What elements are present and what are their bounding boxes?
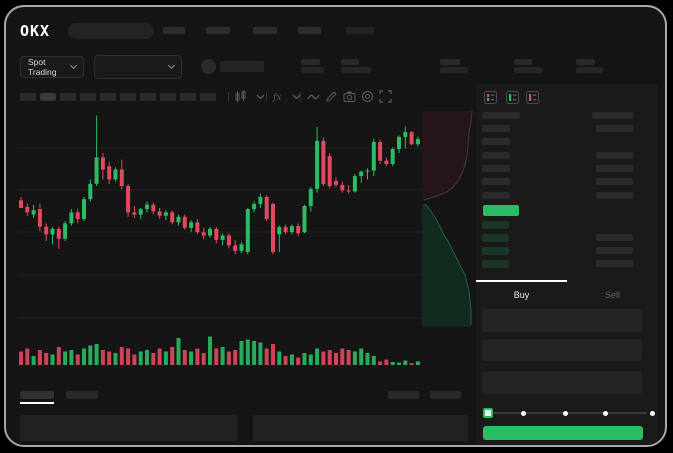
ask-price-placeholder[interactable]: [482, 152, 510, 159]
ask-amount-placeholder[interactable]: [596, 152, 633, 159]
slider-handle[interactable]: [483, 408, 493, 418]
timeframe-chip[interactable]: [100, 93, 116, 101]
bid-price-placeholder[interactable]: [482, 260, 509, 268]
ask-price-placeholder[interactable]: [482, 138, 510, 145]
toolbar-divider: [266, 92, 267, 102]
stat-label-placeholder: [514, 59, 532, 65]
book-bids-only-icon[interactable]: [506, 91, 519, 104]
timeframe-chip[interactable]: [60, 93, 76, 101]
candlestick-type-icon[interactable]: [234, 90, 247, 103]
timeframe-chip[interactable]: [140, 93, 156, 101]
svg-text:fx: fx: [272, 93, 281, 103]
timeframe-chip[interactable]: [80, 93, 96, 101]
draw-pencil-icon[interactable]: [325, 90, 338, 103]
market-type-label: Spot Trading: [28, 57, 57, 77]
ask-price-placeholder[interactable]: [482, 165, 510, 172]
orders-row-placeholder: [253, 415, 468, 441]
ask-amount-placeholder[interactable]: [596, 165, 633, 172]
timeframe-chip[interactable]: [120, 93, 136, 101]
orders-control[interactable]: [388, 391, 419, 399]
okx-logo: OKX: [20, 22, 51, 40]
ask-amount-placeholder[interactable]: [596, 178, 633, 185]
book-combined-icon[interactable]: [484, 91, 497, 104]
volume-chart: [18, 335, 422, 365]
stat-value-placeholder: [301, 67, 324, 73]
orders-control[interactable]: [430, 391, 461, 399]
buy-submit-button[interactable]: [483, 426, 643, 440]
fullscreen-expand-icon[interactable]: [379, 90, 392, 103]
slider-dot[interactable]: [521, 410, 526, 416]
chevron-down-icon: [167, 61, 176, 70]
order-input-2[interactable]: [482, 371, 642, 394]
timeframe-chip[interactable]: [200, 93, 216, 101]
last-price-placeholder: [220, 61, 264, 72]
stat-value-placeholder: [341, 67, 371, 73]
toolbar-divider: [300, 92, 301, 102]
ob-amount-header: [592, 112, 633, 119]
toolbar-divider: [228, 92, 229, 102]
bid-price-placeholder[interactable]: [482, 247, 509, 255]
stat-label-placeholder: [341, 59, 359, 65]
timeframe-chip[interactable]: [160, 93, 176, 101]
topbar-right-item[interactable]: [346, 27, 374, 34]
chart-settings-icon[interactable]: [361, 90, 374, 103]
stat-value-placeholder: [514, 67, 543, 73]
stat-label-placeholder: [576, 59, 595, 65]
coin-icon: [201, 59, 216, 74]
timeframe-chip[interactable]: [20, 93, 36, 101]
ob-price-header: [482, 112, 520, 119]
chevron-down-icon: [69, 61, 78, 70]
bid-amount-placeholder[interactable]: [596, 260, 633, 267]
stat-label-placeholder: [440, 59, 460, 65]
timeframe-chip[interactable]: [40, 93, 56, 101]
ask-amount-placeholder[interactable]: [596, 192, 633, 199]
timeframe-chip[interactable]: [180, 93, 196, 101]
slider-dot[interactable]: [650, 410, 655, 416]
orderbook-panel: Buy Sell: [476, 84, 658, 445]
market-type-dropdown[interactable]: Spot Trading: [20, 56, 84, 78]
slider-dot[interactable]: [563, 410, 568, 416]
book-asks-only-icon[interactable]: [526, 91, 539, 104]
app-window: OKX Spot Trading fx: [4, 5, 667, 447]
nav-item[interactable]: [253, 27, 277, 34]
tab-buy[interactable]: Buy: [476, 280, 567, 307]
tab-sell[interactable]: Sell: [604, 289, 620, 300]
bid-amount-placeholder[interactable]: [596, 234, 633, 241]
indicator-fx-icon[interactable]: fx: [272, 90, 285, 103]
depth-chart[interactable]: [422, 107, 478, 328]
nav-item[interactable]: [163, 27, 185, 34]
orders-row-placeholder: [20, 415, 238, 441]
ask-price-placeholder[interactable]: [482, 125, 510, 132]
candlestick-chart[interactable]: [18, 109, 422, 335]
slider-dot[interactable]: [603, 410, 608, 416]
ask-price-placeholder[interactable]: [482, 178, 510, 185]
search-input[interactable]: [68, 23, 154, 39]
nav-item[interactable]: [206, 27, 230, 34]
orders-tab[interactable]: [66, 391, 98, 399]
ask-price-placeholder[interactable]: [482, 192, 510, 199]
order-input-1[interactable]: [482, 339, 642, 361]
orders-tab[interactable]: [20, 391, 54, 399]
ask-amount-placeholder[interactable]: [596, 125, 633, 132]
stat-value-placeholder: [440, 67, 468, 73]
camera-snapshot-icon[interactable]: [343, 90, 356, 103]
bid-amount-placeholder[interactable]: [596, 247, 633, 254]
chevron-down-icon[interactable]: [290, 90, 303, 103]
order-input-0[interactable]: [482, 309, 642, 332]
active-tab-underline: [20, 402, 54, 404]
nav-item[interactable]: [298, 27, 321, 34]
ob-mid-price[interactable]: [483, 205, 519, 216]
bid-price-placeholder[interactable]: [482, 234, 509, 242]
line-overlay-icon[interactable]: [307, 90, 320, 103]
stat-value-placeholder: [576, 67, 603, 73]
stat-label-placeholder: [301, 59, 320, 65]
chevron-down-icon[interactable]: [254, 90, 267, 103]
pair-dropdown[interactable]: [94, 55, 182, 79]
bid-price-placeholder[interactable]: [482, 221, 509, 229]
trade-tabs: Buy Sell: [476, 280, 658, 307]
